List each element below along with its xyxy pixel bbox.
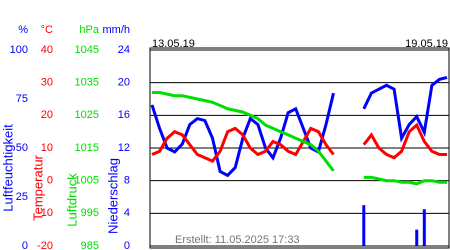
y-tick-label: 20 (118, 77, 130, 89)
axis-title: Niederschlag (105, 158, 120, 234)
axis-unit: hPa (79, 24, 99, 36)
y-tick-label: 1015 (75, 142, 99, 154)
y-tick-label: 1045 (75, 44, 99, 56)
y-tick-label: -10 (37, 207, 53, 219)
data-line (151, 122, 447, 163)
axis-unit: mm/h (103, 24, 131, 36)
rain-bar (362, 205, 366, 246)
rain-bar (415, 229, 419, 246)
data-line (150, 75, 448, 178)
data-line (152, 91, 447, 186)
axis-title: Temperatur (30, 154, 45, 220)
y-tick-label: 985 (81, 240, 99, 250)
y-tick-label: 24 (118, 44, 130, 56)
start-date: 13.05.19 (152, 38, 195, 50)
y-tick-label: -20 (37, 240, 53, 250)
y-tick-label: 40 (41, 44, 53, 56)
y-tick-label: 16 (118, 109, 130, 121)
y-tick-label: 1035 (75, 77, 99, 89)
rain-bar (422, 209, 426, 246)
y-tick-label: 0 (22, 240, 28, 250)
y-tick-label: 100 (10, 44, 28, 56)
plot-frame (149, 47, 450, 249)
y-tick-label: 8 (124, 175, 130, 187)
y-tick-label: 4 (124, 207, 130, 219)
y-tick-label: 50 (16, 142, 28, 154)
y-tick-label: 12 (118, 142, 130, 154)
axis-title: Luftfeuchtigkeit (0, 124, 15, 212)
y-tick-label: 75 (16, 93, 28, 105)
y-tick-label: 30 (41, 77, 53, 89)
y-tick-label: 25 (16, 191, 28, 203)
axis-unit: °C (41, 24, 53, 36)
footer: Erstellt: 11.05.2025 17:33 (175, 234, 300, 246)
y-tick-label: 0 (47, 175, 53, 187)
y-tick-label: 1005 (75, 175, 99, 187)
y-tick-label: 1025 (75, 109, 99, 121)
y-tick-label: 10 (41, 142, 53, 154)
end-date: 19.05.19 (405, 38, 448, 50)
y-tick-label: 995 (81, 207, 99, 219)
y-tick-label: 20 (41, 109, 53, 121)
y-tick-label: 0 (124, 240, 130, 250)
axis-unit: % (18, 24, 28, 36)
axis-title: Luftdruck (64, 173, 79, 227)
